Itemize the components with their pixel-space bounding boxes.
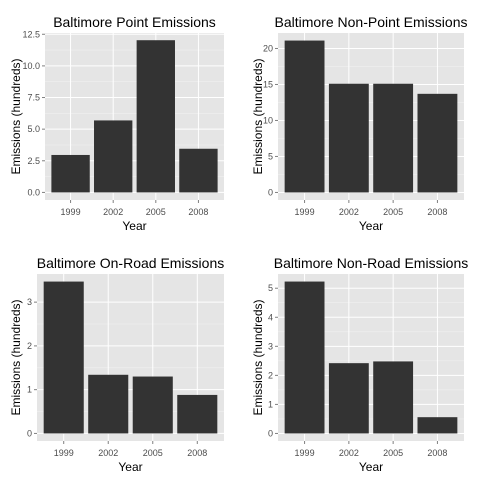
y-tick-label: 3 (268, 341, 273, 351)
bar-1999 (284, 281, 325, 434)
x-tick-label: 2005 (383, 448, 403, 458)
y-tick-label: 0.0 (27, 187, 40, 197)
bar-2008 (417, 93, 458, 193)
x-tick-label: 2005 (143, 448, 163, 458)
y-tick-label: 4 (268, 312, 273, 322)
bar-2008 (417, 417, 458, 434)
bar-2002 (88, 374, 129, 434)
x-tick-label: 1999 (54, 448, 74, 458)
bar-1999 (51, 154, 90, 193)
y-tick-label: 5 (268, 151, 273, 161)
y-tick-label: 0 (268, 428, 273, 438)
y-tick-label: 10.0 (22, 61, 40, 71)
y-axis-title: Emissions (hundreds) (9, 299, 23, 415)
y-tick-label: 0 (27, 428, 32, 438)
bar-2002 (328, 363, 369, 434)
y-tick-label: 1 (268, 399, 273, 409)
x-axis-title: Year (359, 219, 383, 233)
y-tick-label: 0 (268, 187, 273, 197)
y-tick-label: 7.5 (27, 93, 40, 103)
x-tick-label: 1999 (295, 207, 315, 217)
bar-2005 (136, 40, 175, 193)
bar-1999 (43, 281, 84, 434)
y-tick-label: 10 (263, 115, 273, 125)
x-tick-label: 2002 (339, 448, 359, 458)
y-tick-label: 2 (268, 370, 273, 380)
y-tick-label: 5 (268, 283, 273, 293)
chart-title: Baltimore On-Road Emissions (37, 255, 225, 271)
chart-title: Baltimore Non-Road Emissions (274, 255, 469, 271)
chart-panel-3: 0 1 2 3 1999 2002 2005 2008 Baltimore On-Road Em… (9, 255, 224, 474)
bar-2005 (373, 83, 414, 193)
y-tick-label: 5.0 (27, 124, 40, 134)
x-tick-label: 2005 (383, 207, 403, 217)
bar-2008 (177, 394, 218, 434)
y-tick-label: 20 (263, 43, 273, 53)
y-tick-label: 2.5 (27, 156, 40, 166)
x-axis-title: Year (122, 219, 146, 233)
x-axis-title: Year (359, 460, 383, 474)
bar-2002 (94, 120, 133, 193)
y-tick-label: 3 (27, 297, 32, 307)
x-tick-label: 2008 (427, 207, 447, 217)
x-tick-label: 2002 (339, 207, 359, 217)
chart-panel-2: 0 5 10 15 20 1999 2002 2005 2008 Baltimore Non-Po… (251, 14, 467, 233)
y-tick-label: 15 (263, 79, 273, 89)
chart-panel-4: 0 1 2 3 4 5 1999 2002 2005 2008 Baltimore Non-Road… (251, 255, 468, 474)
y-tick-label: 12.5 (22, 29, 40, 39)
y-tick-label: 2 (27, 341, 32, 351)
bar-1999 (284, 40, 325, 193)
chart-panel-1: 0.0 2.5 5.0 7.5 10.0 12.5 1999 2002 2005 2008 Balt… (9, 14, 224, 233)
x-tick-label: 2008 (187, 448, 207, 458)
y-axis-title: Emissions (hundreds) (251, 299, 265, 415)
x-tick-label: 2005 (146, 207, 166, 217)
bar-2005 (132, 376, 173, 434)
x-axis-title: Year (118, 460, 142, 474)
chart-title: Baltimore Non-Point Emissions (275, 14, 468, 30)
x-tick-label: 2008 (427, 448, 447, 458)
bar-2002 (328, 83, 369, 193)
x-tick-label: 1999 (295, 448, 315, 458)
x-tick-label: 2008 (188, 207, 208, 217)
x-tick-label: 1999 (61, 207, 81, 217)
y-tick-label: 1 (27, 385, 32, 395)
x-tick-label: 2002 (98, 448, 118, 458)
bar-2005 (373, 361, 414, 434)
y-axis-title: Emissions (hundreds) (9, 58, 23, 174)
chart-title: Baltimore Point Emissions (53, 14, 216, 30)
x-tick-label: 2002 (103, 207, 123, 217)
bar-2008 (179, 148, 218, 193)
y-axis-title: Emissions (hundreds) (251, 58, 265, 174)
